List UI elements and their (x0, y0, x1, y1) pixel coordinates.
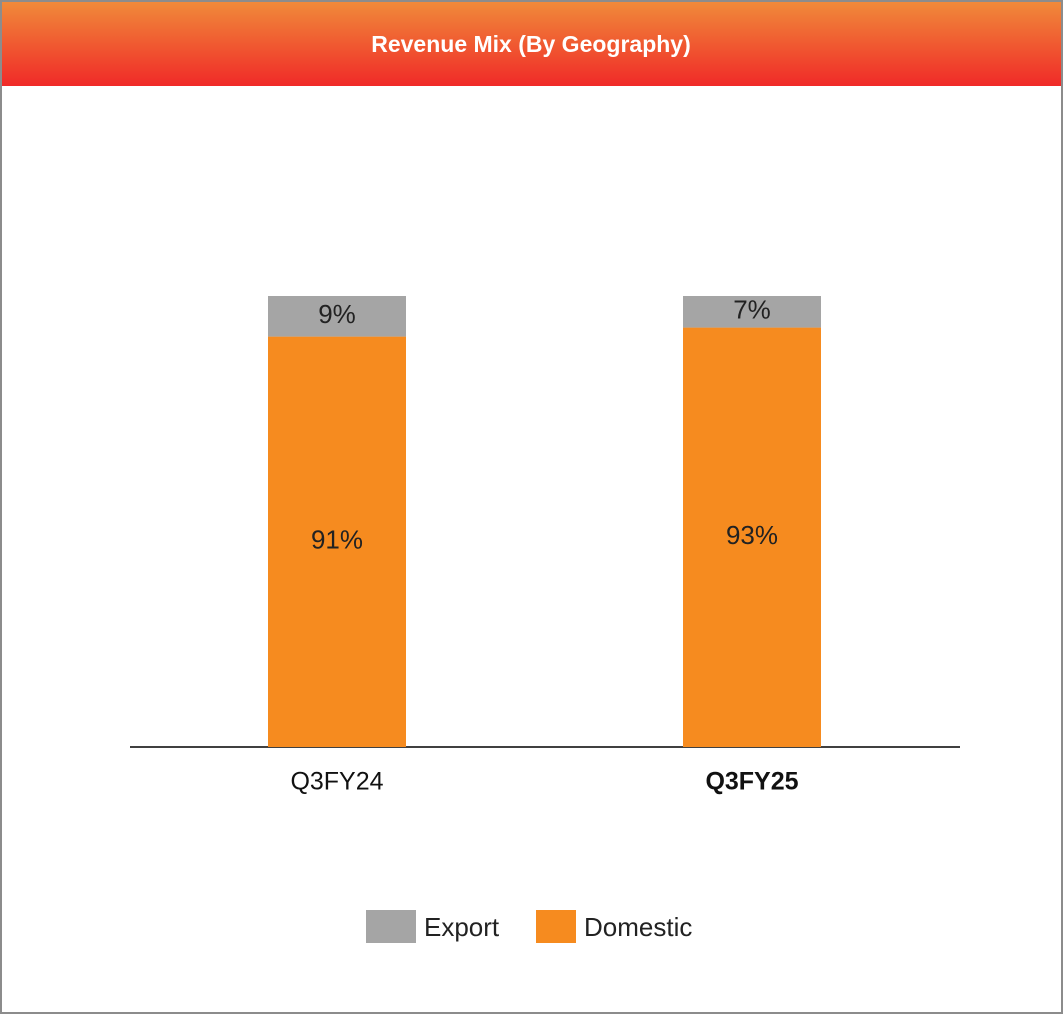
data-label: 91% (311, 525, 363, 555)
data-label: 93% (726, 520, 778, 550)
data-label: 9% (318, 299, 356, 329)
header-bar (2, 2, 1061, 86)
legend-label: Export (424, 912, 500, 942)
bar-segment (268, 336, 406, 747)
bar-segment (683, 327, 821, 747)
bar-segment (683, 296, 821, 328)
bar-segment (268, 296, 406, 337)
x-tick-label: Q3FY24 (290, 768, 383, 796)
legend-swatch (536, 910, 576, 943)
chart-title: Revenue Mix (By Geography) (371, 31, 691, 57)
legend-swatch (366, 910, 416, 943)
legend-label: Domestic (584, 912, 692, 942)
data-label: 7% (733, 295, 771, 325)
x-tick-label: Q3FY25 (705, 768, 798, 796)
